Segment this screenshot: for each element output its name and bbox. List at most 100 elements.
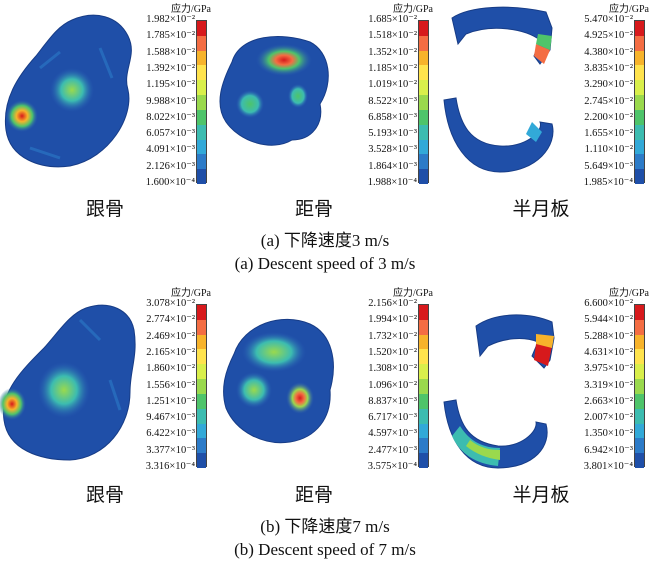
legend-tick-label: 5.649×10⁻³ xyxy=(584,160,633,172)
legend-tick-label: 5.288×10⁻² xyxy=(584,330,633,342)
color-scale-swatch xyxy=(635,393,644,409)
talus-fem-model-a xyxy=(219,36,329,146)
color-scale-swatch xyxy=(197,35,206,51)
legend-tick-label: 2.007×10⁻² xyxy=(584,412,633,424)
color-scale-swatch xyxy=(197,65,206,81)
legend-tick-label: 3.801×10⁻⁴ xyxy=(583,461,633,472)
meniscus-fem-model-b xyxy=(443,314,555,469)
legend-tick-label: 2.126×10⁻³ xyxy=(146,160,195,172)
legend-tick-label: 1.655×10⁻² xyxy=(584,128,633,140)
color-scale-swatch xyxy=(419,35,428,51)
color-scale-swatch xyxy=(197,124,206,140)
legend-tick-label: 6.422×10⁻³ xyxy=(146,428,195,440)
color-scale-swatch xyxy=(635,349,644,365)
color-scale-swatch xyxy=(419,319,428,335)
legend-tick-label: 9.467×10⁻³ xyxy=(146,412,195,424)
legend-units: 应力/GPa xyxy=(393,4,433,15)
talus-label: 距骨 xyxy=(294,199,333,220)
color-scale-swatch xyxy=(635,21,644,36)
color-scale-swatch xyxy=(197,334,206,350)
color-scale-bar xyxy=(196,20,207,184)
legend-tick-label: 1.556×10⁻² xyxy=(146,379,195,391)
calcaneus-fem-model-b xyxy=(0,304,136,461)
legend-tick-label: 1.185×10⁻² xyxy=(368,62,417,74)
color-scale-swatch xyxy=(635,453,644,468)
caption-cn-b: (b) 下降速度7 m/s xyxy=(260,517,390,536)
color-scale-swatch xyxy=(635,139,644,155)
color-scale-swatch xyxy=(197,319,206,335)
figure-row-a: 应力/GPa 1.982×10⁻² 1.785×10⁻² 1.588×10⁻² 1.3… xyxy=(4,4,649,273)
legend-tick-label: 1.251×10⁻² xyxy=(146,395,195,407)
color-scale-swatch xyxy=(197,139,206,155)
color-scale-swatch xyxy=(197,95,206,110)
color-scale-swatch xyxy=(419,65,428,81)
legend-tick-label: 1.096×10⁻² xyxy=(368,379,417,391)
legend-tick-label: 1.982×10⁻² xyxy=(146,14,195,25)
color-scale-swatch xyxy=(419,169,428,184)
legend-tick-label: 3.575×10⁻⁴ xyxy=(367,461,417,472)
color-scale-swatch xyxy=(419,423,428,439)
color-scale-swatch xyxy=(419,408,428,424)
legend-tick-labels: 2.156×10⁻² 1.994×10⁻² 1.732×10⁻² 1.520×10⁻²… xyxy=(347,298,417,472)
legend-tick-label: 2.663×10⁻² xyxy=(584,395,633,407)
legend-tick-label: 6.600×10⁻² xyxy=(584,298,633,309)
legend-tick-label: 6.942×10⁻³ xyxy=(584,444,633,456)
legend-tick-label: 3.528×10⁻³ xyxy=(368,144,417,156)
talus-label: 距骨 xyxy=(294,485,333,506)
legend-units: 应力/GPa xyxy=(609,288,649,299)
color-scale-swatch xyxy=(197,379,206,394)
color-scale-swatch xyxy=(419,305,428,320)
meniscus-label: 半月板 xyxy=(512,199,570,220)
legend-tick-label: 1.985×10⁻⁴ xyxy=(583,177,633,188)
color-scale-swatch xyxy=(635,438,644,454)
legend-tick-labels: 6.600×10⁻² 5.944×10⁻² 5.288×10⁻² 4.631×10⁻²… xyxy=(563,298,633,472)
legend-tick-label: 1.392×10⁻² xyxy=(146,62,195,74)
legend-tick-label: 4.597×10⁻³ xyxy=(368,428,417,440)
legend-tick-label: 2.200×10⁻² xyxy=(584,111,633,123)
legend-tick-label: 2.477×10⁻³ xyxy=(368,444,417,456)
legend-tick-label: 1.685×10⁻² xyxy=(368,14,417,25)
color-scale-swatch xyxy=(197,393,206,409)
legend-tick-label: 5.193×10⁻³ xyxy=(368,128,417,140)
color-scale-swatch xyxy=(635,124,644,140)
legend-tick-label: 3.316×10⁻⁴ xyxy=(145,461,195,472)
legend-tick-labels: 3.078×10⁻² 2.774×10⁻² 2.469×10⁻² 2.165×10⁻²… xyxy=(125,298,195,472)
legend-tick-label: 2.469×10⁻² xyxy=(146,330,195,342)
legend-tick-label: 2.745×10⁻² xyxy=(584,95,633,107)
color-scale-swatch xyxy=(419,21,428,36)
color-scale-swatch xyxy=(635,154,644,170)
legend-tick-label: 1.785×10⁻² xyxy=(146,30,195,42)
color-scale-swatch xyxy=(419,95,428,110)
talus-fem-model-b xyxy=(223,318,334,444)
color-scale-swatch xyxy=(419,364,428,380)
color-scale-swatch xyxy=(635,334,644,350)
legend-tick-label: 1.019×10⁻² xyxy=(368,79,417,91)
color-scale-swatch xyxy=(635,80,644,96)
color-scale-swatch xyxy=(419,438,428,454)
color-scale-swatch xyxy=(419,349,428,365)
legend-tick-label: 6.057×10⁻³ xyxy=(146,128,195,140)
legend-tick-label: 1.110×10⁻² xyxy=(584,144,633,156)
color-scale-swatch xyxy=(635,319,644,335)
legend-tick-label: 9.988×10⁻³ xyxy=(146,95,195,107)
color-scale-swatch xyxy=(197,423,206,439)
color-scale-swatch xyxy=(635,305,644,320)
legend-units: 应力/GPa xyxy=(171,288,211,299)
color-scale-swatch xyxy=(197,408,206,424)
color-scale-swatch xyxy=(197,349,206,365)
caption-en-a: (a) Descent speed of 3 m/s xyxy=(234,254,416,273)
color-scale-swatch xyxy=(419,80,428,96)
caption-en-b: (b) Descent speed of 7 m/s xyxy=(234,540,416,559)
legend-tick-label: 4.380×10⁻² xyxy=(584,46,633,58)
color-scale-swatch xyxy=(197,50,206,66)
legend-tick-label: 1.860×10⁻² xyxy=(146,363,195,375)
color-scale-swatch xyxy=(419,379,428,394)
legend-tick-label: 1.732×10⁻² xyxy=(368,330,417,342)
color-scale-swatch xyxy=(197,154,206,170)
legend-tick-label: 3.975×10⁻² xyxy=(584,363,633,375)
legend-tick-labels: 5.470×10⁻² 4.925×10⁻² 4.380×10⁻² 3.835×10⁻²… xyxy=(563,14,633,188)
legend-units: 应力/GPa xyxy=(609,4,649,15)
legend-tick-label: 2.165×10⁻² xyxy=(146,346,195,358)
calcaneus-fem-model-a xyxy=(4,14,132,168)
color-scale-swatch xyxy=(635,65,644,81)
